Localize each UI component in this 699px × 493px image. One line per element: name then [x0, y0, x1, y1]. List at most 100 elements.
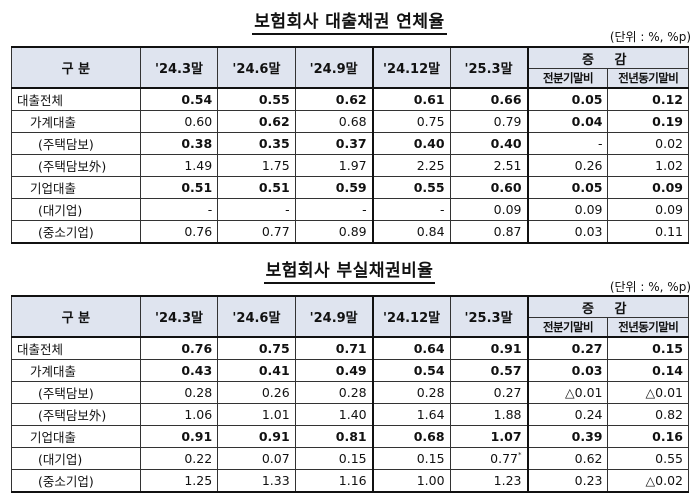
row-label: 대출전체 [11, 336, 141, 360]
table-cell: 2.51 [449, 154, 529, 177]
header-change-group: 증 감 [527, 295, 689, 318]
cell-value: 0.91 [490, 341, 522, 356]
cell-value: 0.61 [413, 92, 445, 107]
cell-value: 0.91 [258, 429, 290, 444]
table-cell: - [217, 198, 296, 221]
header-period: '24.9말 [294, 295, 374, 338]
table-cell: 0.40 [371, 132, 451, 155]
cell-value: 0.38 [181, 136, 213, 151]
row-label: 기업대출 [11, 425, 141, 448]
cell-value: 0.14 [652, 363, 683, 378]
table-cell: 0.61 [371, 87, 451, 111]
cell-value: 1.25 [184, 473, 213, 488]
cell-value: 0.41 [258, 363, 290, 378]
table-cell: 0.02 [607, 132, 689, 155]
table-cell: 0.28 [139, 381, 219, 404]
header-period: '24.12말 [371, 46, 451, 89]
table-row: (주택담보外) 1.06 1.01 1.40 1.64 1.88 0.24 0.82 [11, 403, 689, 426]
row-label: (대기업) [11, 198, 141, 221]
table-cell: 0.23 [527, 469, 609, 493]
table-cell: 0.77* [449, 447, 529, 470]
table-cell: 1.07 [449, 425, 529, 448]
cell-value: 0.05 [571, 180, 603, 195]
table-cell: 0.37 [294, 132, 374, 155]
table1-title: 보험회사 대출채권 연체율 [0, 7, 699, 35]
table-cell: 0.59 [294, 176, 374, 199]
footnote-mark: * [518, 451, 522, 459]
table-cell: 0.62 [294, 87, 374, 111]
cell-value: 0.51 [258, 180, 290, 195]
cell-value: 0.91 [181, 429, 213, 444]
table-cell: 0.55 [607, 447, 689, 470]
table-cell: 0.11 [607, 220, 689, 244]
cell-value: 0.15 [652, 341, 683, 356]
table-cell: 0.09 [607, 176, 689, 199]
cell-value: 0.55 [413, 180, 445, 195]
table-cell: 0.54 [371, 359, 451, 382]
cell-value: 0.68 [413, 429, 445, 444]
cell-value: 0.02 [655, 136, 683, 151]
header-period: '24.3말 [139, 295, 219, 338]
table-cell: 0.14 [607, 359, 689, 382]
cell-value: 1.01 [261, 407, 290, 422]
table-cell: 0.35 [217, 132, 296, 155]
cell-value: 0.64 [413, 341, 445, 356]
table-row: (주택담보) 0.38 0.35 0.37 0.40 0.40 - 0.02 [11, 132, 689, 155]
table-cell: 0.07 [217, 447, 296, 470]
cell-value: △0.02 [645, 473, 683, 488]
table-cell: 0.64 [371, 336, 451, 360]
table-cell: 0.55 [217, 87, 296, 111]
cell-value: 0.26 [261, 385, 290, 400]
cell-value: 1.16 [338, 473, 367, 488]
cell-value: 0.62 [258, 114, 290, 129]
cell-value: 0.51 [181, 180, 213, 195]
table-cell: 0.40 [449, 132, 529, 155]
row-label: (주택담보) [11, 132, 141, 155]
table-cell: 0.77 [217, 220, 296, 244]
table-cell: 0.60 [449, 176, 529, 199]
cell-value: 0.24 [574, 407, 603, 422]
table-cell: 0.89 [294, 220, 374, 244]
table-cell: 1.16 [294, 469, 374, 493]
table-cell: 1.25 [139, 469, 219, 493]
header-change-yoy: 전년동기말비 [607, 68, 689, 89]
row-label: (주택담보外) [11, 403, 141, 426]
table-row: 가계대출 0.60 0.62 0.68 0.75 0.79 0.04 0.19 [11, 110, 689, 133]
cell-value: - [597, 136, 603, 151]
table-cell: 0.79 [449, 110, 529, 133]
table-row: 기업대출 0.51 0.51 0.59 0.55 0.60 0.05 0.09 [11, 176, 689, 199]
table-cell: 0.84 [371, 220, 451, 244]
table-cell: 0.27 [449, 381, 529, 404]
cell-value: 0.27 [493, 385, 522, 400]
table-cell: 1.40 [294, 403, 374, 426]
table-cell: 1.75 [217, 154, 296, 177]
header-gubun: 구 분 [11, 46, 141, 89]
table-row: (중소기업) 0.76 0.77 0.89 0.84 0.87 0.03 0.11 [11, 220, 689, 244]
table-cell: △0.01 [527, 381, 609, 404]
row-label: 기업대출 [11, 176, 141, 199]
cell-value: 0.82 [655, 407, 683, 422]
cell-value: 0.77 [261, 224, 290, 239]
table-cell: 0.55 [371, 176, 451, 199]
cell-value: 0.68 [338, 114, 367, 129]
cell-value: 0.54 [413, 363, 445, 378]
cell-value: 0.04 [571, 114, 603, 129]
table-cell: 0.51 [217, 176, 296, 199]
table-cell: 0.91 [139, 425, 219, 448]
table-cell: - [527, 132, 609, 155]
table-cell: - [139, 198, 219, 221]
table-cell: 0.38 [139, 132, 219, 155]
table-row: 대출전체 0.54 0.55 0.62 0.61 0.66 0.05 0.12 [11, 87, 689, 111]
table-row: 대출전체 0.76 0.75 0.71 0.64 0.91 0.27 0.15 [11, 336, 689, 360]
cell-value: 0.84 [416, 224, 445, 239]
table-cell: 0.62 [527, 447, 609, 470]
row-label: (주택담보) [11, 381, 141, 404]
table2-npl-ratio: 구 분 '24.3말 '24.6말 '24.9말 '24.12말 '25.3말 … [11, 295, 689, 493]
cell-value: 0.19 [652, 114, 683, 129]
table-cell: 0.24 [527, 403, 609, 426]
cell-value: 0.15 [416, 451, 445, 466]
table-cell: 0.19 [607, 110, 689, 133]
cell-value: 1.88 [493, 407, 522, 422]
table-cell: 1.97 [294, 154, 374, 177]
cell-value: 0.05 [571, 92, 603, 107]
